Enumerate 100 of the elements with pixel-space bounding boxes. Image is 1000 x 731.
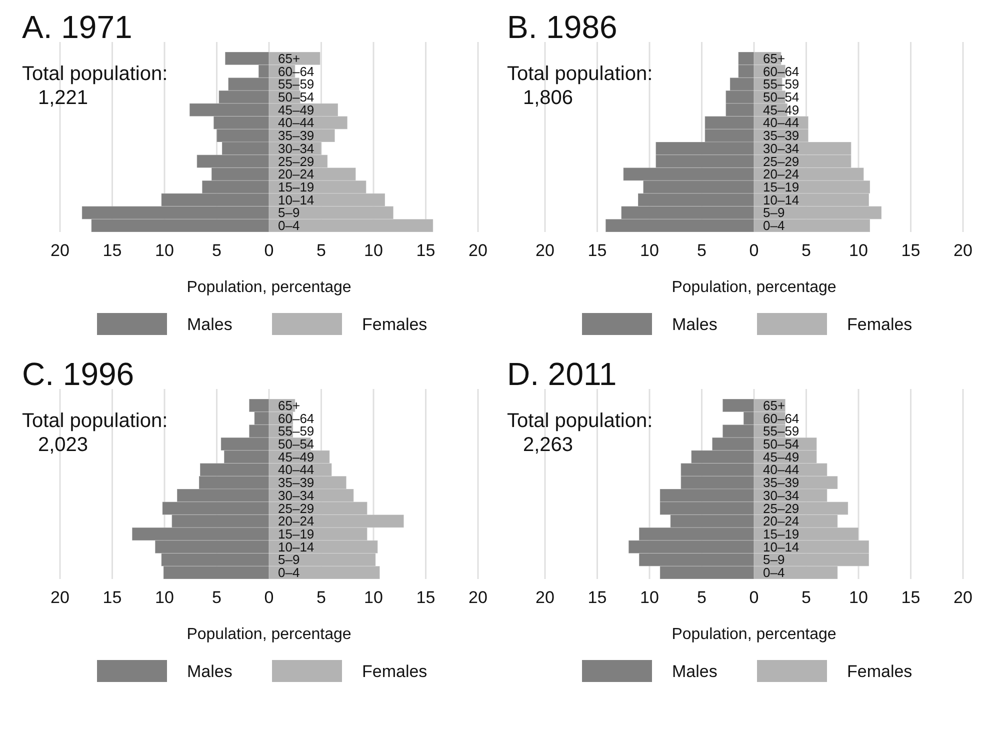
x-tick-label: 20 bbox=[954, 241, 972, 260]
text: Total population: bbox=[22, 63, 168, 85]
x-axis-title: Population, percentage bbox=[672, 279, 836, 296]
y-tick-label: 10–14 bbox=[763, 192, 800, 208]
y-tick-label: 50–54 bbox=[278, 90, 314, 104]
x-tick-label: 0 bbox=[264, 588, 274, 607]
y-tick-label: 0–4 bbox=[278, 218, 300, 234]
text: Total population: bbox=[507, 63, 653, 85]
y-tick-label: 55–59 bbox=[278, 424, 314, 439]
y-tick-label: 60–64 bbox=[278, 64, 314, 79]
annotation: 1,221 bbox=[38, 87, 88, 109]
y-tick-label: 40–44 bbox=[763, 115, 800, 130]
y-tick-label: 40–44 bbox=[278, 115, 314, 130]
x-tick-label: 10 bbox=[849, 241, 868, 260]
x-tick-label: 5 bbox=[212, 588, 222, 607]
x-axis-title: Population, percentage bbox=[186, 279, 352, 296]
y-tick-label: 25–29 bbox=[278, 500, 314, 516]
y-tick-label: 50–54 bbox=[763, 436, 800, 452]
y-tick-label: 50–54 bbox=[278, 436, 314, 452]
text: Total population: bbox=[22, 410, 168, 432]
x-tick-label: 15 bbox=[588, 241, 607, 260]
y-tick-label: 30–34 bbox=[763, 488, 800, 503]
y-tick-label: 50–54 bbox=[763, 90, 800, 104]
x-tick-label: 5 bbox=[212, 241, 222, 260]
chart-title: D. 2011 bbox=[507, 356, 617, 392]
annotation: 1,806 bbox=[523, 87, 574, 109]
x-tick-label: 10 bbox=[155, 241, 174, 260]
y-tick-label: 20–24 bbox=[763, 166, 800, 182]
y-tick-label: 55–59 bbox=[763, 424, 800, 439]
y-tick-label: 20–24 bbox=[278, 514, 314, 529]
x-tick-label: 5 bbox=[316, 588, 326, 607]
y-tick-label: 5–9 bbox=[278, 205, 300, 220]
y-tick-label: 15–19 bbox=[278, 180, 314, 194]
y-tick-label: 0–4 bbox=[763, 218, 785, 234]
x-tick-label: 20 bbox=[50, 241, 70, 260]
x-tick-label: 5 bbox=[316, 241, 326, 260]
y-tick-label: 20–24 bbox=[763, 514, 800, 529]
chart-title: B. 1986 bbox=[507, 9, 618, 45]
y-tick-label: 20–24 bbox=[278, 166, 314, 182]
y-tick-label: 5–9 bbox=[278, 552, 300, 568]
x-axis-title: Population, percentage bbox=[186, 626, 352, 643]
y-tick-label: 35–39 bbox=[763, 475, 800, 490]
chart-title: A. 1971 bbox=[22, 9, 132, 45]
legend-label: Males bbox=[672, 662, 718, 681]
y-tick-label: 10–14 bbox=[763, 539, 800, 554]
y-tick-label: 25–29 bbox=[278, 154, 314, 169]
y-tick-label: 0–4 bbox=[763, 565, 785, 580]
y-tick-label: 40–44 bbox=[278, 462, 314, 478]
y-tick-label: 55–59 bbox=[763, 76, 800, 92]
x-tick-label: 10 bbox=[364, 241, 383, 260]
x-tick-label: 20 bbox=[468, 241, 488, 260]
x-tick-label: 0 bbox=[749, 241, 759, 260]
legend-label: Females bbox=[847, 662, 912, 681]
annotation: 2,023 bbox=[38, 434, 88, 456]
x-tick-label: 15 bbox=[102, 588, 122, 607]
y-tick-label: 15–19 bbox=[763, 180, 800, 194]
y-tick-label: 55–59 bbox=[278, 76, 314, 92]
y-tick-label: 30–34 bbox=[278, 488, 314, 503]
y-tick-label: 30–34 bbox=[763, 140, 800, 156]
legend-label: Males bbox=[187, 662, 232, 681]
x-tick-label: 15 bbox=[416, 241, 436, 260]
annotation: 2,263 bbox=[523, 434, 574, 456]
y-tick-label: 60–64 bbox=[278, 410, 314, 426]
y-tick-label: 35–39 bbox=[763, 128, 800, 144]
x-tick-label: 20 bbox=[50, 588, 70, 607]
x-tick-label: 0 bbox=[264, 241, 274, 260]
x-tick-label: 20 bbox=[536, 588, 554, 607]
legend-label: Females bbox=[362, 662, 428, 681]
y-tick-label: 35–39 bbox=[278, 128, 314, 144]
legend-label: Females bbox=[847, 315, 912, 334]
x-tick-label: 15 bbox=[102, 241, 122, 260]
y-tick-label: 45–49 bbox=[278, 449, 314, 464]
y-tick-label: 35–39 bbox=[278, 475, 314, 490]
y-tick-label: 15–19 bbox=[278, 526, 314, 542]
x-tick-label: 20 bbox=[536, 241, 554, 260]
text: Total population: bbox=[507, 410, 653, 432]
y-tick-label: 65+ bbox=[278, 398, 300, 413]
y-tick-label: 60–64 bbox=[763, 64, 800, 79]
x-tick-label: 10 bbox=[849, 588, 868, 607]
y-tick-label: 0–4 bbox=[278, 565, 300, 580]
x-axis-title: Population, percentage bbox=[672, 626, 836, 643]
x-tick-label: 15 bbox=[901, 588, 920, 607]
x-tick-label: 15 bbox=[901, 241, 920, 260]
x-tick-label: 10 bbox=[364, 588, 383, 607]
y-tick-label: 65+ bbox=[763, 50, 786, 66]
y-tick-label: 60–64 bbox=[763, 410, 800, 426]
y-tick-label: 25–29 bbox=[763, 500, 800, 516]
y-tick-label: 45–49 bbox=[763, 102, 800, 118]
x-tick-label: 0 bbox=[749, 588, 759, 607]
x-tick-label: 5 bbox=[697, 241, 706, 260]
legend-label: Males bbox=[187, 315, 232, 334]
x-tick-label: 5 bbox=[802, 241, 811, 260]
y-tick-label: 5–9 bbox=[763, 205, 785, 220]
y-tick-label: 15–19 bbox=[763, 526, 800, 542]
x-tick-label: 20 bbox=[954, 588, 972, 607]
legend-label: Males bbox=[672, 315, 718, 334]
x-tick-label: 5 bbox=[697, 588, 706, 607]
x-tick-label: 15 bbox=[588, 588, 607, 607]
x-tick-label: 15 bbox=[416, 588, 436, 607]
y-tick-label: 10–14 bbox=[278, 192, 314, 208]
